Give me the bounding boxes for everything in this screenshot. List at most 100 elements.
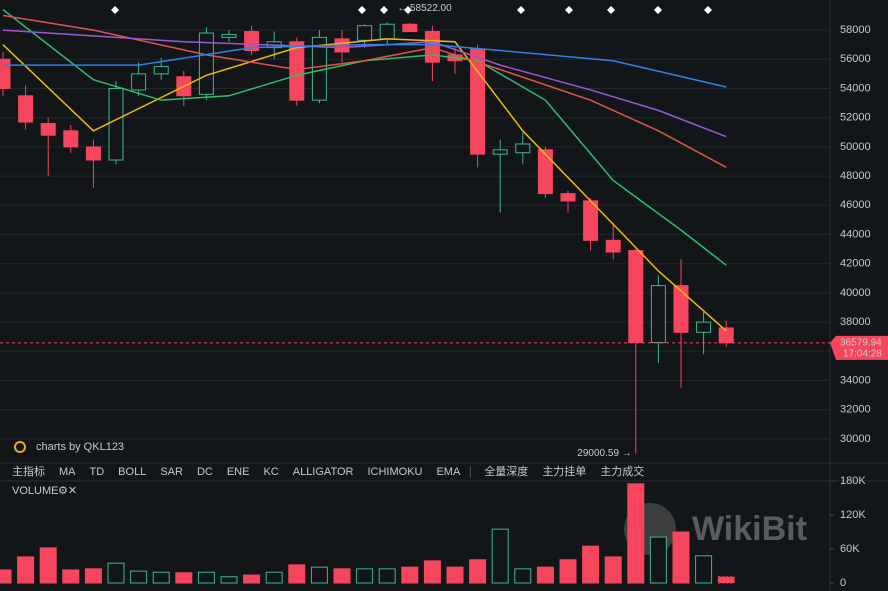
candle-body [560, 193, 576, 202]
indicator-tab[interactable]: ICHIMOKU [367, 466, 422, 478]
candle-body [63, 130, 79, 148]
indicator-tab[interactable]: ALLIGATOR [293, 466, 354, 478]
y-tick-label: 30000 [840, 433, 871, 445]
volume-bar [152, 571, 170, 584]
volume-bar [220, 576, 238, 584]
high-label: ← 58522.00 [397, 3, 452, 14]
indicator-tab[interactable]: DC [197, 466, 213, 478]
y-tick-label: 58000 [840, 24, 871, 36]
volume-bar [333, 568, 351, 584]
volume-bar [559, 559, 577, 584]
volume-bar [469, 559, 487, 584]
volume-bar [62, 569, 80, 584]
y-tick-label: 120K [840, 509, 866, 521]
y-tick-label: 44000 [840, 228, 871, 240]
y-tick-label: 52000 [840, 112, 871, 124]
depth-tab[interactable]: 主力成交 [600, 464, 644, 478]
watermark: charts by QKL123 [36, 441, 124, 453]
ma-line [2, 14, 727, 168]
volume-bar [356, 568, 374, 584]
candle-body [628, 250, 644, 344]
settings-icon[interactable]: ⚙✕ [58, 485, 77, 497]
volume-bar [695, 555, 713, 584]
candle-body [221, 33, 237, 38]
y-tick-label: 60K [840, 543, 860, 555]
candle-body [244, 31, 260, 52]
ma-line [2, 29, 727, 138]
volume-bar [378, 568, 396, 584]
candle-body [40, 123, 56, 136]
candle-body [357, 25, 373, 41]
depth-tab[interactable]: 主力挂单 [542, 464, 586, 478]
indicator-tab[interactable]: SAR [160, 466, 183, 478]
volume-bar [446, 566, 464, 584]
candle-body [650, 285, 666, 344]
ma-line [2, 38, 727, 332]
candle-body [492, 149, 508, 155]
candle-body [605, 239, 621, 253]
indicator-tab[interactable]: MA [59, 466, 76, 478]
y-tick-label: 48000 [840, 170, 871, 182]
volume-bar [243, 574, 261, 584]
candle-body [673, 285, 689, 333]
logo [14, 441, 26, 453]
volume-bar [423, 560, 441, 584]
y-tick-label: 34000 [840, 374, 871, 386]
last-time-label: 17:04:28 [843, 348, 882, 359]
indicator-tab[interactable]: TD [90, 466, 105, 478]
indicator-tab[interactable]: EMA [436, 466, 461, 478]
candle-body [108, 87, 124, 161]
volume-bar [582, 545, 600, 584]
candle-body [0, 58, 11, 89]
candle-body [85, 146, 101, 161]
volume-bar [491, 528, 509, 584]
volume-bar [175, 572, 193, 584]
volume-bar [717, 576, 735, 584]
candle-body [537, 149, 553, 195]
y-tick-label: 42000 [840, 258, 871, 270]
candle-body [131, 73, 147, 91]
y-tick-label: 56000 [840, 53, 871, 65]
volume-bar [649, 536, 667, 584]
candle-body [18, 95, 34, 123]
candle-body [198, 32, 214, 95]
volume-bar [536, 566, 554, 584]
candle-body [153, 66, 169, 75]
volume-bar [672, 531, 690, 584]
volume-bar [627, 483, 645, 584]
low-label: 29000.59 → [577, 448, 632, 459]
y-tick-label: 0 [840, 577, 846, 589]
candle-body [289, 41, 305, 101]
y-tick-label: 180K [840, 475, 866, 487]
volume-title: VOLUME [12, 485, 58, 497]
volume-bar [39, 547, 57, 584]
y-tick-label: 46000 [840, 199, 871, 211]
candle-body [515, 143, 531, 154]
event-markers [111, 6, 712, 14]
volume-bar [288, 564, 306, 584]
indicator-tab[interactable]: KC [263, 466, 278, 478]
y-tick-label: 50000 [840, 141, 871, 153]
ma-line [3, 43, 727, 88]
y-tick-label: 32000 [840, 404, 871, 416]
volume-bar [604, 556, 622, 584]
volume-bar [0, 569, 12, 584]
volume-bar [197, 571, 215, 584]
volume-bar [514, 568, 532, 584]
volume-bar [401, 566, 419, 584]
volume-bar [107, 562, 125, 584]
y-tick-label: 38000 [840, 316, 871, 328]
depth-tab[interactable]: 全量深度 [484, 464, 528, 478]
volume-bar [17, 556, 35, 584]
candle-body [379, 23, 395, 40]
last-price-tag [830, 335, 888, 360]
brand: WikiBit [692, 510, 807, 548]
indicator-tab[interactable]: ENE [227, 466, 250, 478]
volume-bar [130, 570, 148, 584]
indicator-tab[interactable]: 主指标 [12, 464, 45, 478]
indicator-tab[interactable]: BOLL [118, 466, 146, 478]
y-tick-label: 54000 [840, 82, 871, 94]
volume-bar [265, 571, 283, 584]
last-price-label: 36579.94 [840, 337, 882, 348]
